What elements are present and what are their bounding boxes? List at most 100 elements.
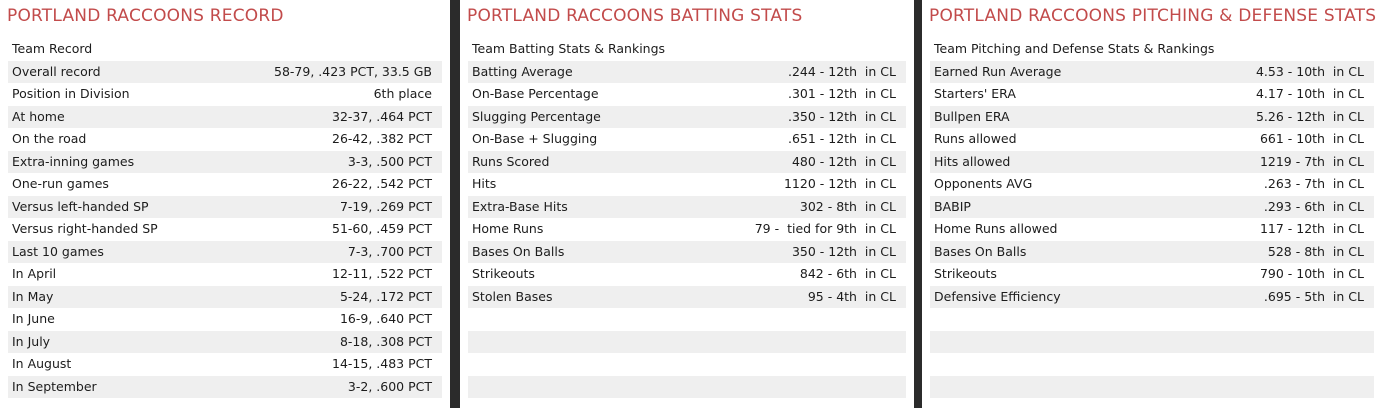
batting-table-header: Team Batting Stats & Rankings [468,38,906,61]
row-value: 1219 - 7th in CL [1259,153,1364,169]
row-value: 480 - 12th in CL [791,153,896,169]
row-label: In September [12,378,97,394]
batting-panel: PORTLAND RACCOONS BATTING STATS Team Bat… [460,0,914,408]
row-label: Extra-inning games [12,153,135,169]
table-row [930,353,1374,376]
row-label: Starters' ERA [934,86,1016,101]
row-label: Hits allowed [934,153,1011,169]
pitching-table: Team Pitching and Defense Stats & Rankin… [930,38,1374,398]
table-row: In August 14-15, .483 PCT [8,353,442,376]
row-value: 58-79, .423 PCT, 33.5 GB [274,63,432,79]
batting-table-header-label: Team Batting Stats & Rankings [472,41,666,56]
table-row: Home Runs allowed 117 - 12th in CL [930,218,1374,241]
table-row: Extra-inning games 3-3, .500 PCT [8,150,442,173]
table-row: Strikeouts 842 - 6th in CL [468,263,906,286]
row-value: 117 - 12th in CL [1259,221,1364,236]
table-row: On-Base + Slugging .651 - 12th in CL [468,128,906,151]
row-label: Bases On Balls [472,243,565,259]
row-label: Stolen Bases [472,288,553,304]
table-row: Runs Scored 480 - 12th in CL [468,150,906,173]
record-table-header-label: Team Record [12,41,93,56]
table-row [468,308,906,331]
table-row: One-run games 26-22, .542 PCT [8,173,442,196]
row-label: Last 10 games [12,243,104,259]
batting-table: Team Batting Stats & Rankings Batting Ave… [468,38,906,398]
row-value: 16-9, .640 PCT [339,311,432,326]
table-row: Position in Division 6th place [8,83,442,106]
pitching-panel: PORTLAND RACCOONS PITCHING & DEFENSE STA… [922,0,1382,408]
row-label: Runs Scored [472,153,550,169]
row-value: 95 - 4th in CL [807,288,896,304]
row-label: Opponents AVG [934,176,1033,191]
row-value: .350 - 12th in CL [787,108,896,124]
row-label: On-Base + Slugging [472,131,598,146]
row-label: Defensive Efficiency [934,288,1061,304]
row-label: Home Runs [472,221,544,236]
table-row: Stolen Bases 95 - 4th in CL [468,285,906,308]
row-value: 3-2, .600 PCT [347,378,432,394]
row-label: In August [12,356,72,371]
table-row: Hits allowed 1219 - 7th in CL [930,150,1374,173]
table-row [930,308,1374,331]
row-value: 5.26 - 12th in CL [1255,108,1364,124]
pitching-table-header: Team Pitching and Defense Stats & Rankin… [930,38,1374,61]
row-value: .695 - 5th in CL [1263,288,1364,304]
row-label: Bases On Balls [934,243,1027,259]
row-label: Strikeouts [934,266,997,281]
row-value: 528 - 8th in CL [1267,243,1364,259]
row-label: In July [12,333,51,349]
row-label: BABIP [934,198,971,214]
table-row: Extra-Base Hits 302 - 8th in CL [468,195,906,218]
row-value: 79 - tied for 9th in CL [754,221,896,236]
row-value: 302 - 8th in CL [799,198,896,214]
table-row: Defensive Efficiency .695 - 5th in CL [930,285,1374,308]
table-row: In June 16-9, .640 PCT [8,308,442,331]
row-value: .301 - 12th in CL [787,86,896,101]
row-value: 7-19, .269 PCT [339,198,432,214]
row-label: Hits [472,176,497,191]
row-label: In April [12,266,57,281]
table-row: In April 12-11, .522 PCT [8,263,442,286]
table-row [468,353,906,376]
table-row: Home Runs 79 - tied for 9th in CL [468,218,906,241]
table-row [468,330,906,353]
table-row [930,330,1374,353]
table-row: BABIP .293 - 6th in CL [930,195,1374,218]
pitching-panel-title: PORTLAND RACCOONS PITCHING & DEFENSE STA… [929,6,1377,26]
row-value: 842 - 6th in CL [799,266,896,281]
record-panel: PORTLAND RACCOONS RECORD Team Record Over… [0,0,450,408]
row-label: Strikeouts [472,266,535,281]
row-value: .651 - 12th in CL [787,131,896,146]
row-value: 6th place [373,86,432,101]
table-row: Overall record 58-79, .423 PCT, 33.5 GB [8,60,442,83]
row-value: 1120 - 12th in CL [783,176,896,191]
record-panel-title: PORTLAND RACCOONS RECORD [7,6,284,26]
row-label: Batting Average [472,63,573,79]
row-label: Bullpen ERA [934,108,1010,124]
row-value: 51-60, .459 PCT [332,221,432,236]
record-table: Team Record Overall record 58-79, .423 PCT… [8,38,442,398]
row-value: 4.53 - 10th in CL [1255,63,1364,79]
row-label: Overall record [12,63,101,79]
table-row: On-Base Percentage .301 - 12th in CL [468,83,906,106]
row-label: Versus left-handed SP [12,198,149,214]
row-label: Position in Division [12,86,130,101]
row-value: .293 - 6th in CL [1263,198,1364,214]
row-label: In June [12,311,55,326]
table-row: Versus left-handed SP 7-19, .269 PCT [8,195,442,218]
row-label: Extra-Base Hits [472,198,568,214]
table-row: On the road 26-42, .382 PCT [8,128,442,151]
row-value: 26-22, .542 PCT [332,176,432,191]
row-label: One-run games [12,176,109,191]
row-label: On-Base Percentage [472,86,599,101]
table-row: Bullpen ERA 5.26 - 12th in CL [930,105,1374,128]
row-label: Runs allowed [934,131,1017,146]
row-value: 32-37, .464 PCT [332,108,432,124]
row-label: In May [12,288,54,304]
row-label: At home [12,108,65,124]
row-value: 4.17 - 10th in CL [1255,86,1364,101]
table-row: Opponents AVG .263 - 7th in CL [930,173,1374,196]
table-row: Versus right-handed SP 51-60, .459 PCT [8,218,442,241]
row-value: 26-42, .382 PCT [332,131,432,146]
row-label: Versus right-handed SP [12,221,158,236]
